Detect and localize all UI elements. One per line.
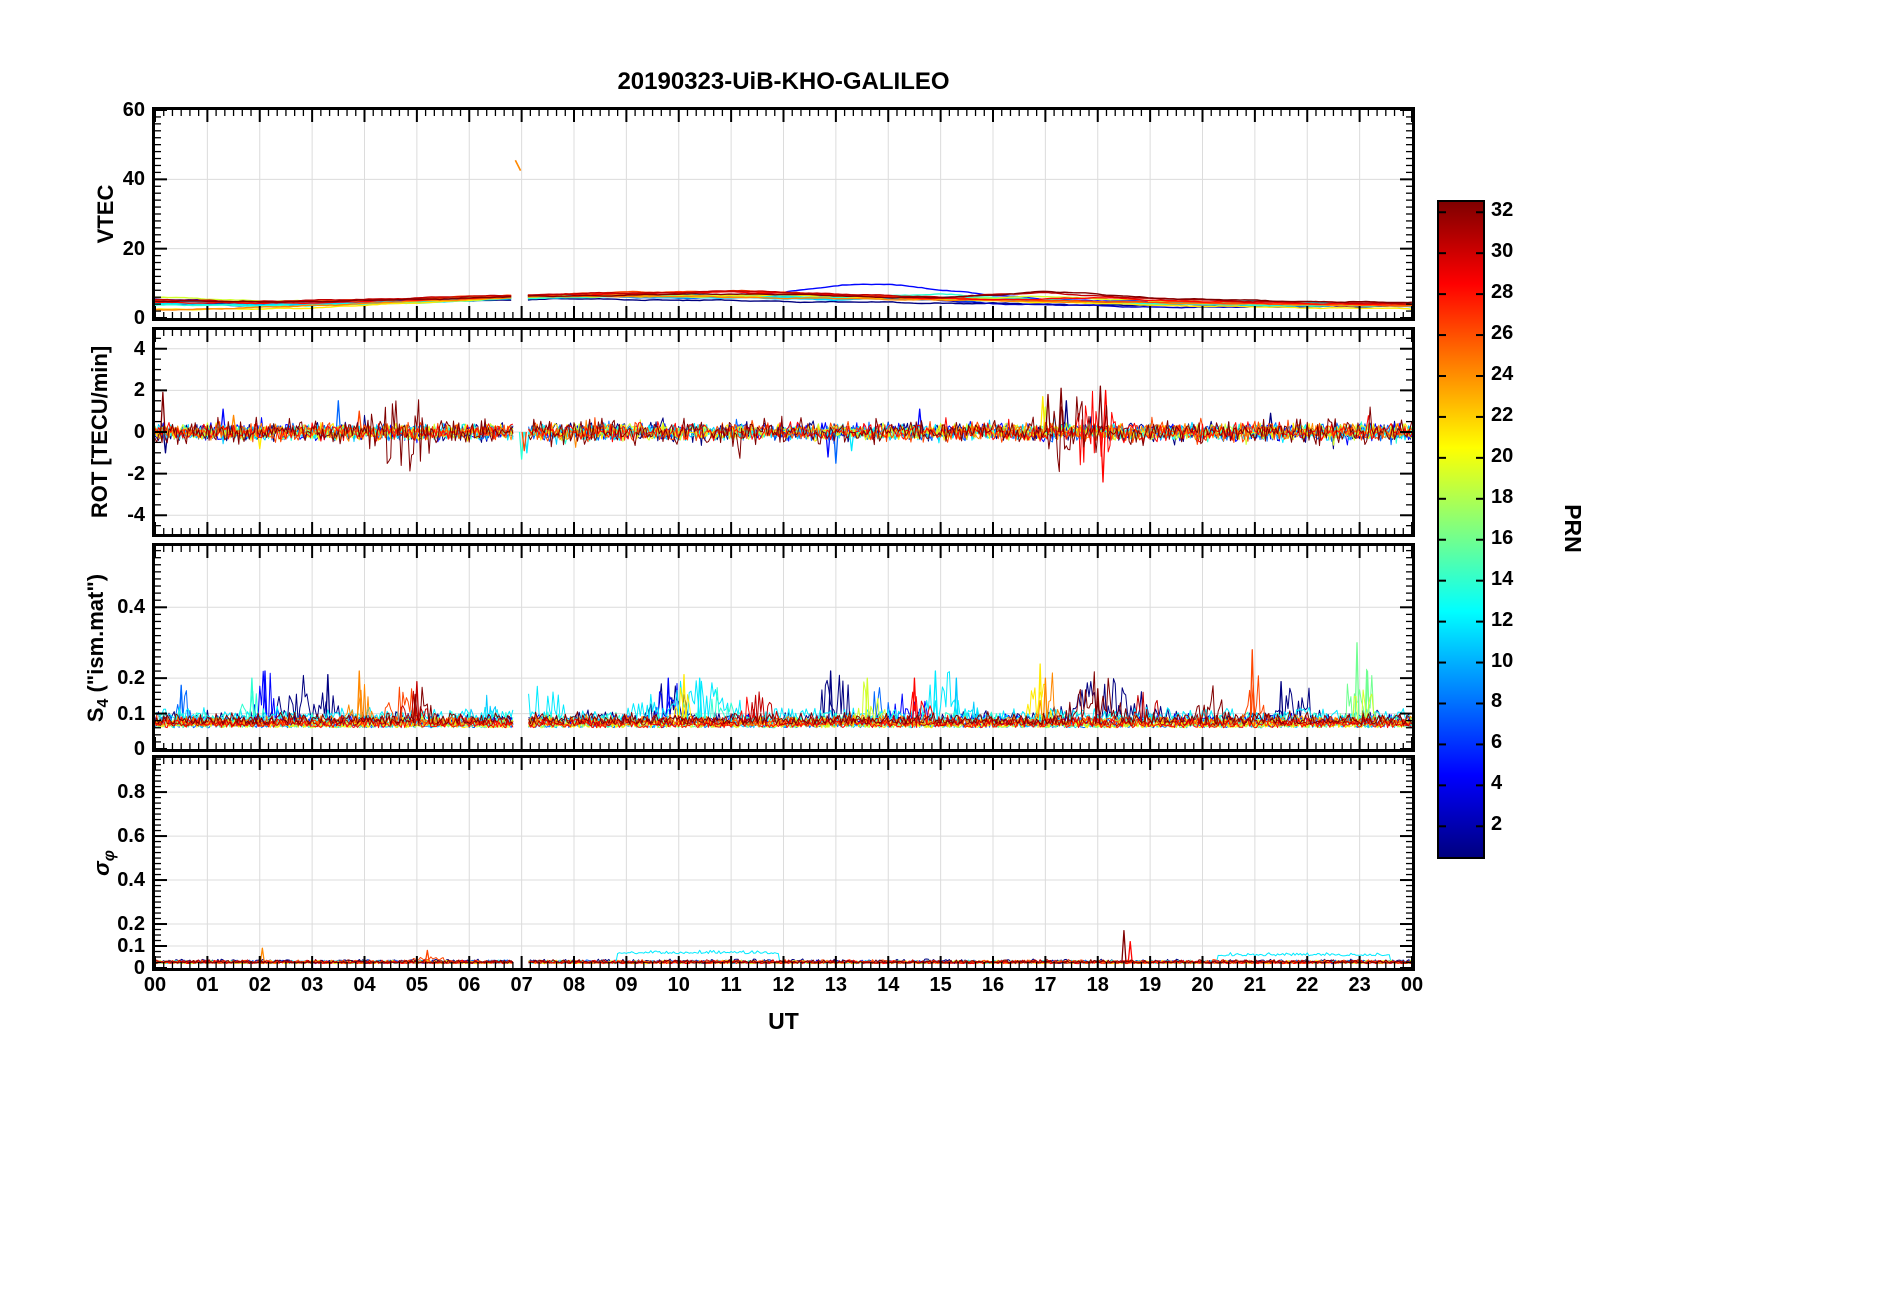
y-axis-title: ROT [TECU/min] — [87, 346, 113, 518]
colorbar-tick-label: 28 — [1491, 281, 1514, 304]
x-tick-label: 06 — [458, 974, 481, 996]
y-tick-label: 0 — [133, 957, 145, 979]
y-axis-title-part: σ — [89, 861, 115, 876]
y-tick-label: 0.8 — [117, 781, 145, 804]
x-tick-label: 15 — [929, 974, 952, 996]
x-tick-label: 14 — [877, 974, 900, 996]
chart-title: 20190323-UiB-KHO-GALILEO — [617, 68, 950, 95]
y-axis-title-part: VTEC — [93, 184, 118, 244]
x-tick-label: 08 — [562, 974, 586, 996]
panel-sigma-phi — [152, 755, 1415, 971]
colorbar-tick-label: 14 — [1491, 567, 1514, 590]
y-tick-label: 0.1 — [117, 935, 145, 957]
y-tick-label: 0.4 — [117, 869, 145, 892]
y-axis-title: VTEC — [93, 185, 119, 244]
x-tick-label: 04 — [353, 974, 376, 996]
y-axis-title-part: φ — [100, 850, 118, 862]
x-tick-label: 12 — [772, 974, 795, 996]
y-tick-label: 0.2 — [117, 667, 145, 690]
y-tick-label: 0 — [133, 738, 145, 760]
x-tick-label: 09 — [615, 974, 638, 996]
x-tick-label: 10 — [667, 974, 690, 996]
colorbar-tick-label: 18 — [1491, 485, 1514, 508]
panel-s4 — [152, 543, 1415, 752]
colorbar-tick-label: 12 — [1491, 608, 1514, 631]
y-tick-label: -4 — [127, 504, 145, 527]
colorbar-tick-label: 2 — [1491, 813, 1503, 836]
colorbar-tick-label: 26 — [1491, 322, 1514, 345]
y-tick-label: 0.4 — [117, 596, 145, 619]
x-tick-label: 13 — [824, 974, 847, 996]
y-tick-label: 0.6 — [117, 825, 145, 848]
x-tick-label: 21 — [1243, 974, 1266, 996]
colorbar-tick-label: 10 — [1491, 649, 1514, 672]
y-tick-label: 40 — [122, 168, 145, 191]
y-axis-title: σφ — [89, 850, 119, 876]
x-tick-label: 20 — [1191, 974, 1214, 996]
y-tick-label: 60 — [122, 99, 145, 121]
colorbar-tick-label: 32 — [1491, 199, 1514, 222]
x-tick-label: 01 — [196, 974, 219, 996]
colorbar-tick-label: 8 — [1491, 690, 1503, 713]
y-tick-label: 2 — [133, 379, 145, 402]
y-axis-title-part: ROT [TECU/min] — [87, 345, 112, 519]
y-tick-label: -2 — [127, 462, 145, 485]
x-tick-label: 00 — [1400, 974, 1424, 996]
colorbar-tick-label: 24 — [1491, 362, 1514, 385]
x-tick-label: 22 — [1296, 974, 1319, 996]
colorbar-tick-label: 20 — [1491, 444, 1514, 467]
panel-rot — [152, 327, 1415, 537]
y-tick-label: 0.2 — [117, 913, 145, 936]
y-tick-label: 0.1 — [117, 702, 145, 725]
y-axis-title-part: 4 — [94, 698, 112, 707]
x-tick-label: 17 — [1034, 974, 1057, 996]
y-axis-title: S4 ("ism.mat") — [83, 573, 113, 721]
colorbar-label: PRN — [1559, 504, 1586, 553]
colorbar-tick-label: 4 — [1491, 772, 1503, 795]
colorbar-tick-label: 30 — [1491, 240, 1514, 263]
colorbar-tick-label: 22 — [1491, 403, 1514, 426]
y-tick-label: 0 — [133, 421, 145, 443]
colorbar-tick-label: 16 — [1491, 526, 1514, 549]
x-axis-label: UT — [768, 1008, 799, 1034]
colorbar-tick-label: 6 — [1491, 731, 1503, 754]
x-tick-label: 11 — [720, 974, 742, 996]
x-tick-label: 18 — [1086, 974, 1109, 996]
panel-vtec — [152, 107, 1415, 321]
x-tick-label: 00 — [143, 974, 167, 996]
colorbar — [1437, 200, 1485, 859]
y-tick-label: 4 — [133, 337, 145, 360]
y-tick-label: 20 — [122, 237, 145, 260]
x-tick-label: 23 — [1348, 974, 1371, 996]
x-tick-label: 05 — [405, 974, 428, 996]
x-tick-label: 16 — [981, 974, 1005, 996]
x-tick-label: 19 — [1139, 974, 1162, 996]
x-tick-label: 03 — [301, 974, 324, 996]
y-axis-title-part: ("ism.mat") — [83, 573, 109, 699]
x-tick-label: 07 — [510, 974, 533, 996]
y-axis-title-part: S — [83, 706, 109, 722]
y-tick-label: 0 — [133, 307, 145, 329]
x-tick-label: 02 — [248, 974, 271, 996]
